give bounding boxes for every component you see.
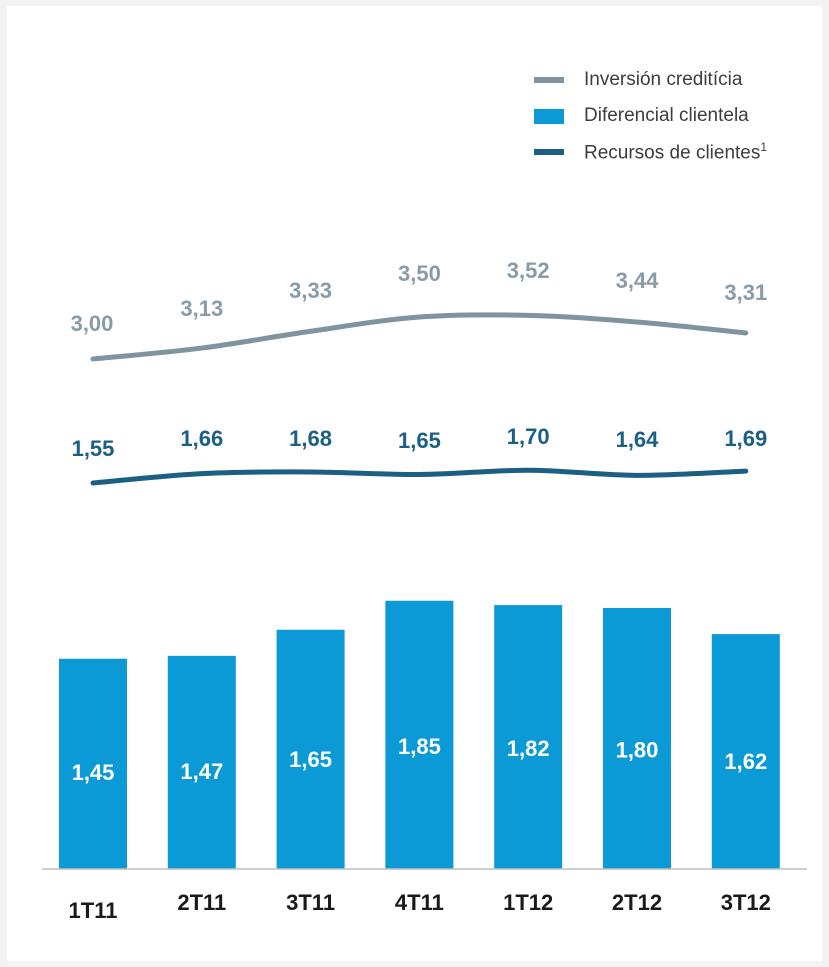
bar-label-4T11: 1,85 (398, 734, 441, 759)
recursos-label-2T11: 1,66 (180, 426, 223, 451)
inversion-label-3T12: 3,31 (724, 280, 767, 305)
line-inversion-crediticia (90, 312, 749, 362)
bar-label-2T12: 1,80 (616, 737, 659, 762)
category-label-3T12: 3T12 (721, 890, 771, 915)
legend-item-inversion: Inversión creditícia (534, 66, 767, 94)
legend-swatch-recursos (534, 149, 564, 155)
legend-swatch-diferencial (534, 108, 564, 124)
legend-footnote-marker: 1 (760, 139, 768, 154)
bar-3T12 (711, 634, 780, 869)
bar-4T11 (385, 600, 454, 869)
bar-2T11 (167, 655, 236, 869)
inversion-label-2T11: 3,13 (180, 296, 223, 321)
bar-2T12 (603, 608, 671, 869)
category-label-2T11: 2T11 (177, 890, 226, 915)
category-label-1T12: 1T12 (503, 890, 553, 915)
inversion-label-4T11: 3,50 (398, 261, 441, 286)
inversion-label-3T11: 3,33 (289, 278, 332, 303)
legend-swatch-inversion (534, 77, 564, 83)
recursos-label-1T12: 1,70 (507, 424, 550, 449)
category-label-2T12: 2T12 (612, 890, 662, 915)
legend-label-recursos-text: Recursos de clientes (584, 142, 761, 164)
recursos-label-4T11: 1,65 (398, 428, 441, 453)
category-labels: 1T11 2T11 3T11 4T11 1T12 2T12 3T12 (69, 890, 771, 923)
bar-label-3T12: 1,62 (724, 749, 767, 774)
legend-label-inversion: Inversión creditícia (584, 69, 743, 90)
inversion-label-1T12: 3,52 (507, 258, 550, 283)
bar-3T11 (276, 629, 345, 869)
legend: Inversión creditícia Diferencial cliente… (534, 66, 767, 174)
lines-group (90, 312, 749, 486)
recursos-label-3T12: 1,69 (724, 426, 767, 451)
bar-label-3T11: 1,65 (289, 747, 332, 772)
inversion-label-2T12: 3,44 (616, 268, 660, 293)
bar-label-1T11: 1,45 (72, 760, 115, 785)
legend-item-diferencial: Diferencial clientela (534, 102, 767, 130)
line-recursos-clientes (90, 467, 749, 486)
bar-label-1T12: 1,82 (507, 736, 550, 761)
bar-1T11 (59, 658, 127, 869)
recursos-label-2T12: 1,64 (616, 427, 660, 452)
category-label-1T11: 1T11 (69, 898, 118, 923)
recursos-label-1T11: 1,55 (72, 436, 115, 461)
labels-group: 1,45 1,47 1,65 1,85 1,82 1,80 1,62 3,00 3,13 3,33… (71, 258, 768, 785)
inversion-label-1T11: 3,00 (71, 311, 114, 336)
category-label-3T11: 3T11 (286, 890, 335, 915)
bar-label-2T11: 1,47 (180, 759, 223, 784)
legend-label-recursos: Recursos de clientes1 (584, 140, 767, 164)
bars-group (59, 600, 780, 869)
chart-frame: 1,45 1,47 1,65 1,85 1,82 1,80 1,62 3,00 3,13 3,33… (7, 6, 822, 961)
category-label-4T11: 4T11 (395, 890, 444, 915)
chart: 1,45 1,47 1,65 1,85 1,82 1,80 1,62 3,00 3,13 3,33… (42, 258, 807, 923)
bar-1T12 (494, 605, 563, 869)
legend-label-diferencial: Diferencial clientela (584, 105, 749, 126)
legend-item-recursos: Recursos de clientes1 (534, 138, 767, 166)
recursos-label-3T11: 1,68 (289, 426, 332, 451)
